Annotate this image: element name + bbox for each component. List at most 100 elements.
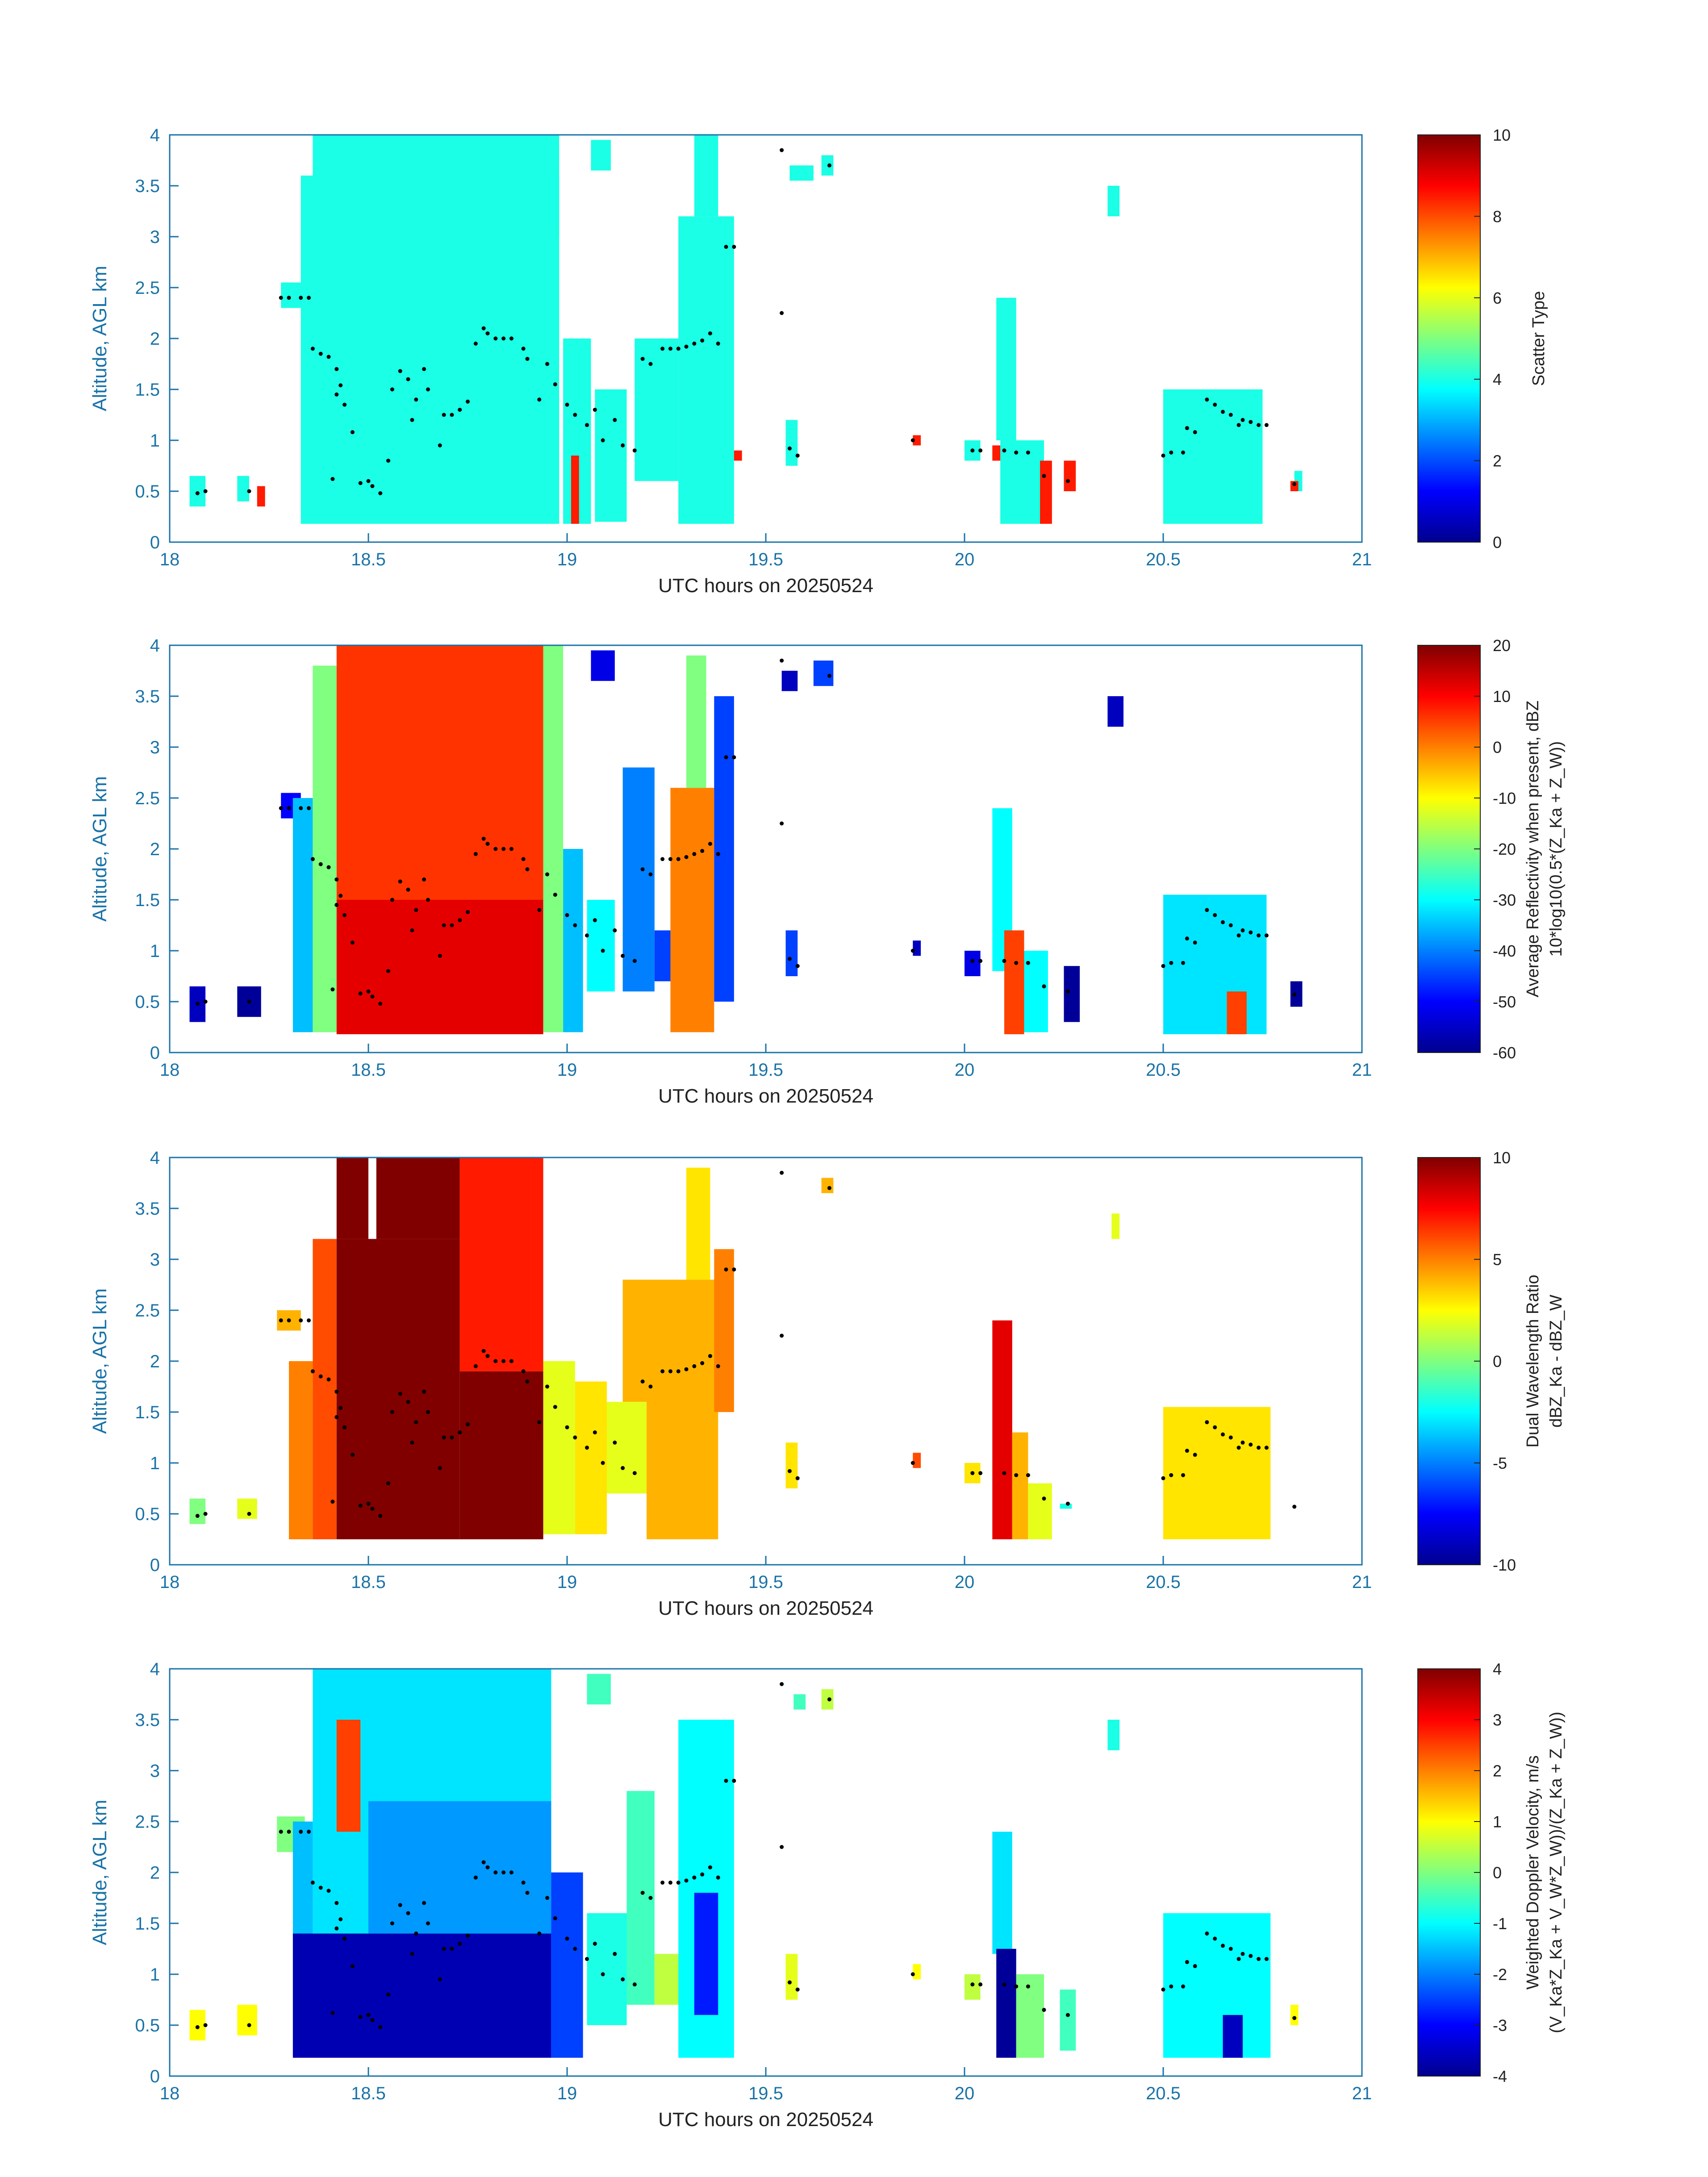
heatmap-cell bbox=[1290, 981, 1303, 1007]
cloud-base-point bbox=[442, 1947, 446, 1951]
heatmap-cell bbox=[686, 1167, 710, 1280]
cloud-base-point bbox=[613, 1440, 617, 1445]
cloud-base-point bbox=[458, 408, 462, 412]
cloud-base-point bbox=[573, 1947, 577, 1951]
cloud-base-point bbox=[553, 382, 557, 387]
cloud-base-point bbox=[565, 1425, 569, 1429]
x-ticks-3: 18 18.5 19 19.5 20 20.5 21 bbox=[160, 1556, 1372, 1592]
y-axis-label-4: Altitude, AGL km bbox=[89, 1800, 111, 1945]
y-tick-label: 0 bbox=[150, 533, 160, 552]
cloud-base-point bbox=[795, 453, 800, 458]
cloud-base-point bbox=[466, 1933, 470, 1938]
y-tick-label: 2.5 bbox=[135, 789, 160, 808]
cloud-base-point bbox=[501, 847, 506, 851]
heatmap-cell bbox=[587, 1913, 627, 2025]
colorbar-label-2-line1: Average Reflectivity when present, dBZ bbox=[1524, 701, 1542, 998]
cloud-base-point bbox=[334, 1926, 339, 1930]
cloud-base-point bbox=[386, 1481, 390, 1486]
x-tick-label: 19 bbox=[557, 1572, 577, 1592]
cloud-base-point bbox=[326, 865, 331, 869]
heatmap-cell bbox=[376, 1157, 460, 1239]
colorbar-label-2-line2: 10*log10(0.5*(Z_Ka + Z_W)) bbox=[1547, 741, 1566, 957]
cloud-base-point bbox=[493, 847, 498, 851]
heatmap-cell bbox=[781, 671, 798, 691]
cloud-base-point bbox=[525, 1379, 530, 1384]
cloud-base-point bbox=[1228, 1435, 1233, 1440]
x-tick-label: 20.5 bbox=[1146, 1572, 1181, 1592]
heatmap-cell bbox=[913, 1453, 921, 1468]
cloud-base-point bbox=[247, 1512, 251, 1516]
heatmap-cell bbox=[571, 455, 579, 524]
cloud-base-point bbox=[640, 1379, 645, 1384]
heatmap-cell bbox=[996, 297, 1016, 440]
cloud-base-point bbox=[593, 918, 597, 923]
colorbar-tick-label: 20 bbox=[1493, 636, 1511, 655]
cloud-base-point bbox=[1042, 474, 1046, 478]
cloud-base-point bbox=[310, 347, 315, 351]
cloud-base-point bbox=[195, 2025, 200, 2030]
colorbar-tick-label: 0 bbox=[1493, 738, 1502, 756]
cloud-base-point bbox=[1185, 1960, 1189, 1964]
heatmap-cell bbox=[1290, 481, 1299, 491]
cloud-base-point bbox=[537, 397, 542, 402]
cloud-base-point bbox=[1249, 420, 1253, 424]
colorbar-label-1: Scatter Type bbox=[1529, 291, 1548, 386]
cloud-base-point bbox=[1161, 964, 1165, 968]
y-tick-label: 2.5 bbox=[135, 1301, 160, 1320]
heatmap-cell bbox=[622, 767, 655, 992]
cloud-base-point bbox=[601, 1461, 605, 1465]
heatmap-cell bbox=[913, 1964, 921, 1980]
cloud-base-point bbox=[585, 423, 589, 427]
cloud-base-point bbox=[1257, 933, 1261, 938]
y-ticks-4: 0 0.5 1 1.5 2 2.5 3 3.5 4 bbox=[135, 1659, 179, 2086]
cloud-base-point bbox=[684, 344, 689, 349]
cloud-base-point bbox=[970, 959, 975, 963]
heatmap-cell bbox=[694, 1893, 718, 2015]
colorbar-tick-label: -50 bbox=[1493, 993, 1516, 1011]
cloud-base-point bbox=[334, 392, 339, 397]
cloud-base-point bbox=[299, 1830, 303, 1834]
cloud-base-point bbox=[780, 1170, 784, 1175]
cloud-base-point bbox=[585, 1446, 589, 1450]
heatmap-cell bbox=[622, 1279, 647, 1402]
cloud-base-point bbox=[426, 1410, 430, 1414]
cloud-base-point bbox=[545, 872, 549, 877]
cloud-base-point bbox=[1205, 1931, 1209, 1936]
cloud-base-point bbox=[684, 1878, 689, 1883]
cloud-base-point bbox=[621, 1466, 625, 1470]
cloud-base-point bbox=[1002, 1471, 1006, 1475]
cloud-base-point bbox=[684, 855, 689, 859]
cloud-base-point bbox=[787, 957, 792, 961]
cloud-base-point bbox=[1240, 928, 1245, 932]
colorbar-tick-label: 2 bbox=[1493, 452, 1502, 470]
cloud-base-point bbox=[910, 1972, 915, 1976]
x-tick-label: 21 bbox=[1352, 2084, 1372, 2103]
cloud-base-point bbox=[390, 387, 394, 392]
cloud-base-point bbox=[1257, 1446, 1261, 1450]
cloud-base-point bbox=[493, 1359, 498, 1363]
cloud-base-point bbox=[1193, 430, 1197, 435]
cloud-base-point bbox=[565, 1936, 569, 1941]
cloud-base-point bbox=[1014, 1984, 1019, 1989]
cloud-base-point bbox=[795, 964, 800, 968]
cloud-base-point bbox=[438, 1977, 442, 1981]
heatmap-cell bbox=[368, 1801, 551, 1934]
cloud-base-point bbox=[1169, 961, 1173, 965]
heatmap-cell bbox=[785, 420, 798, 466]
cloud-base-point bbox=[1264, 933, 1269, 938]
heatmap-cell bbox=[591, 140, 611, 171]
cloud-base-point bbox=[501, 1870, 506, 1875]
cloud-base-point bbox=[676, 1369, 681, 1374]
cloud-base-point bbox=[1042, 2008, 1046, 2012]
cloud-base-point bbox=[521, 1880, 526, 1885]
heatmap-cell bbox=[607, 1402, 647, 1494]
x-tick-label: 18 bbox=[160, 1572, 180, 1592]
cloud-base-point bbox=[247, 999, 251, 1004]
cloud-base-point bbox=[1181, 450, 1185, 455]
colorbar-tick-label: 2 bbox=[1493, 1762, 1502, 1780]
cloud-base-point bbox=[370, 484, 375, 489]
cloud-base-point bbox=[692, 341, 697, 346]
cloud-base-point bbox=[326, 355, 331, 359]
cloud-base-point bbox=[1002, 959, 1006, 963]
plot-area-1 bbox=[189, 135, 1303, 524]
